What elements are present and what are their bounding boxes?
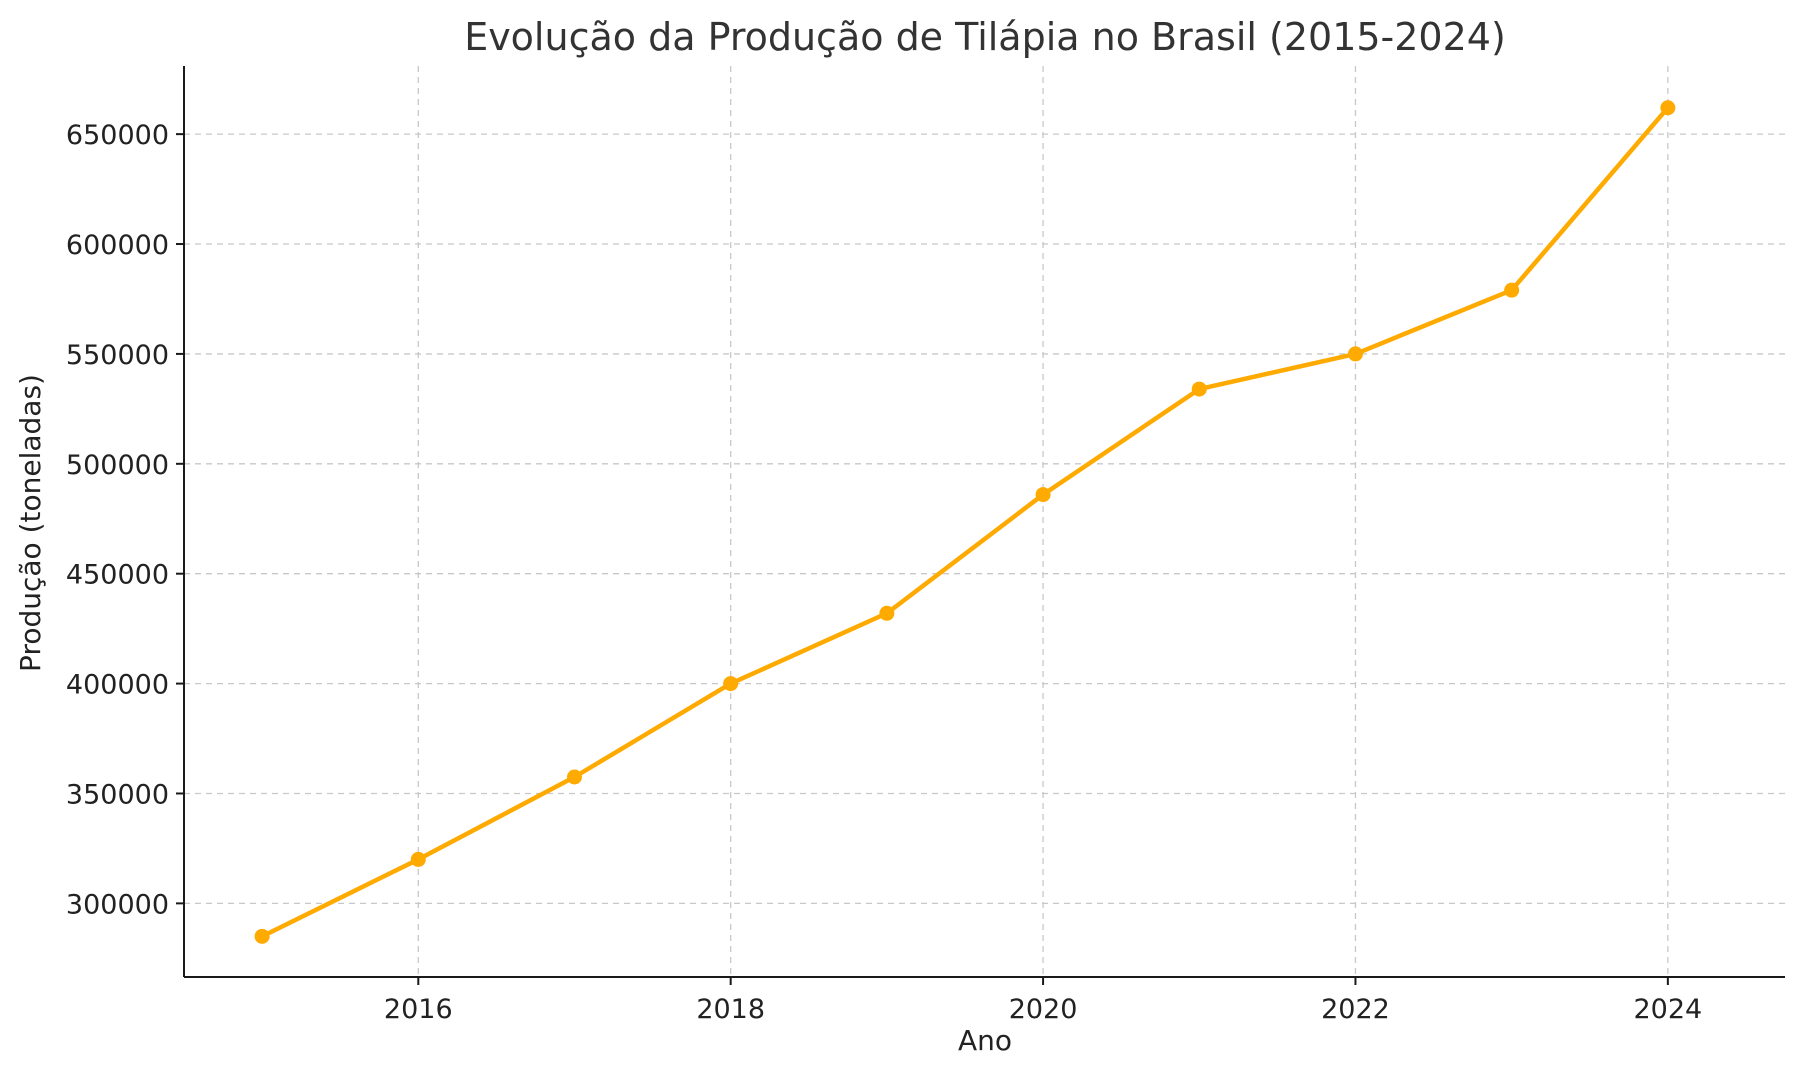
series-layer <box>254 100 1676 944</box>
axes-layer <box>183 66 1785 978</box>
x-tick-label-2016: 2016 <box>384 994 453 1025</box>
data-point-2015[interactable] <box>254 928 270 944</box>
x-tick-label-2020: 2020 <box>1009 994 1078 1025</box>
x-axis-label: Ano <box>958 1024 1012 1057</box>
chart-title: Evolução da Produção de Tilápia no Brasi… <box>464 15 1506 59</box>
y-tick-label-300000: 300000 <box>66 889 169 920</box>
data-point-2024[interactable] <box>1660 100 1676 116</box>
y-tick-label-600000: 600000 <box>66 230 169 261</box>
data-point-2017[interactable] <box>566 769 582 785</box>
data-point-2020[interactable] <box>1035 487 1051 503</box>
y-tick-label-400000: 400000 <box>66 670 169 701</box>
series-line-0 <box>259 105 1671 939</box>
y-tick-label-500000: 500000 <box>66 450 169 481</box>
y-tick-label-350000: 350000 <box>66 779 169 810</box>
data-point-2021[interactable] <box>1191 381 1207 397</box>
y-tick-label-650000: 650000 <box>66 120 169 151</box>
data-point-2019[interactable] <box>879 605 895 621</box>
y-tick-label-550000: 550000 <box>66 340 169 371</box>
y-tick-label-450000: 450000 <box>66 560 169 591</box>
y-axis-label: Produção (toneladas) <box>14 374 47 672</box>
x-tick-label-2024: 2024 <box>1633 994 1702 1025</box>
ticks-layer: 2016 2018 2020 2022 2024 300000 350000 400000 45… <box>66 120 1702 1025</box>
x-tick-label-2018: 2018 <box>696 994 765 1025</box>
data-point-2018[interactable] <box>723 676 739 692</box>
data-point-2022[interactable] <box>1347 346 1363 362</box>
data-point-2016[interactable] <box>410 851 426 867</box>
x-tick-label-2022: 2022 <box>1321 994 1390 1025</box>
grid-layer <box>184 66 1785 977</box>
data-point-2023[interactable] <box>1504 282 1520 298</box>
